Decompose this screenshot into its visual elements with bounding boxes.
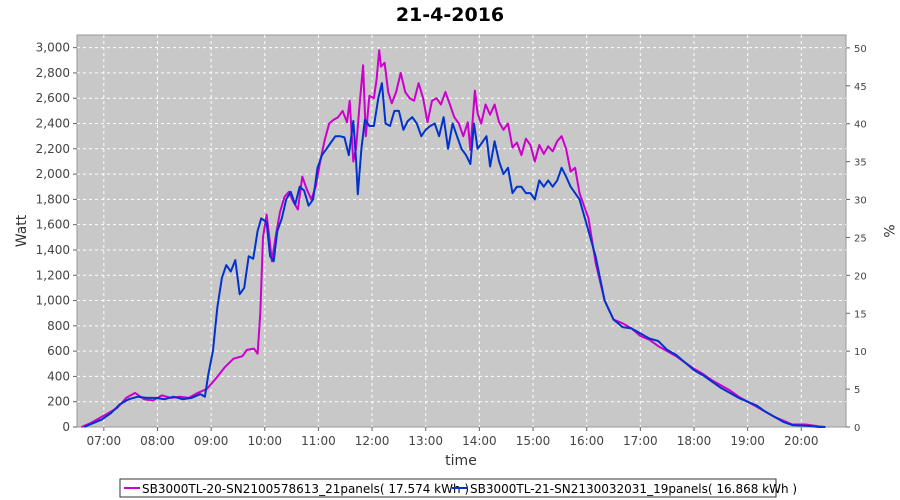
- x-tick-label: 16:00: [569, 434, 604, 448]
- y-axis-right: 0 5 10 15 20 25 30 35 40 45 50: [846, 44, 867, 434]
- y-right-tick-label: 20: [854, 271, 867, 282]
- x-tick-label: 13:00: [408, 434, 443, 448]
- x-tick-label: 15:00: [516, 434, 551, 448]
- x-tick-label: 18:00: [677, 434, 712, 448]
- legend-entry-1: SB3000TL-20-SN2100578613_21panels( 17.57…: [142, 482, 469, 496]
- legend: SB3000TL-20-SN2100578613_21panels( 17.57…: [119, 478, 797, 498]
- x-tick-label: 10:00: [247, 434, 282, 448]
- x-tick-label: 20:00: [784, 434, 819, 448]
- x-tick-label: 17:00: [623, 434, 658, 448]
- y-tick-label: 400: [47, 369, 70, 383]
- legend-box: [119, 478, 777, 498]
- chart-title: 21-4-2016: [396, 4, 504, 26]
- y-right-tick-label: 30: [854, 196, 867, 207]
- y-right-tick-label: 50: [854, 44, 867, 55]
- y-right-tick-label: 40: [854, 120, 867, 131]
- x-tick-label: 08:00: [140, 434, 175, 448]
- y-tick-label: 2,200: [36, 142, 70, 156]
- y-tick-label: 1,600: [36, 218, 70, 232]
- series-line-2: [83, 82, 826, 428]
- y-tick-label: 2,000: [36, 167, 70, 181]
- y-right-tick-label: 25: [854, 233, 867, 244]
- x-tick-label: 12:00: [355, 434, 390, 448]
- grid-lines: [77, 35, 846, 427]
- y-right-tick-label: 0: [854, 423, 860, 434]
- x-tick-label: 11:00: [301, 434, 336, 448]
- y-tick-label: 2,600: [36, 91, 70, 105]
- series-group: [81, 49, 826, 428]
- y-tick-label: 3,000: [36, 41, 70, 55]
- y-right-tick-label: 45: [854, 82, 867, 93]
- y-tick-label: 2,400: [36, 117, 70, 131]
- y-tick-label: 2,800: [36, 66, 70, 80]
- legend-entry-2: SB3000TL-21-SN2130032031_19panels( 16.86…: [470, 482, 797, 496]
- x-tick-label: 19:00: [730, 434, 765, 448]
- y-tick-label: 1,400: [36, 243, 70, 257]
- y-tick-label: 600: [47, 344, 70, 358]
- y-tick-label: 1,200: [36, 268, 70, 282]
- x-tick-label: 14:00: [462, 434, 497, 448]
- y-axis-label-right: %: [880, 224, 896, 237]
- y-axis-label: Watt: [14, 214, 30, 247]
- x-tick-label: 09:00: [194, 434, 229, 448]
- y-right-tick-label: 10: [854, 347, 867, 358]
- y-right-tick-label: 5: [854, 385, 860, 396]
- y-tick-label: 1,000: [36, 294, 70, 308]
- y-axis-left: 0 200 400 600 800 1,000 1,200 1,400 1,600 1,800 2,…: [36, 41, 77, 434]
- y-right-tick-label: 35: [854, 158, 867, 169]
- plot-area: [76, 34, 847, 428]
- x-tick-label: 07:00: [87, 434, 122, 448]
- x-axis-label: time: [445, 453, 477, 469]
- y-tick-label: 1,800: [36, 192, 70, 206]
- y-tick-label: 0: [62, 420, 70, 434]
- y-right-tick-label: 15: [854, 309, 867, 320]
- x-axis: 07:00 08:00 09:00 10:00 11:00 12:00 13:00 14:00…: [87, 427, 819, 448]
- y-tick-label: 200: [47, 395, 70, 409]
- y-tick-label: 800: [47, 319, 70, 333]
